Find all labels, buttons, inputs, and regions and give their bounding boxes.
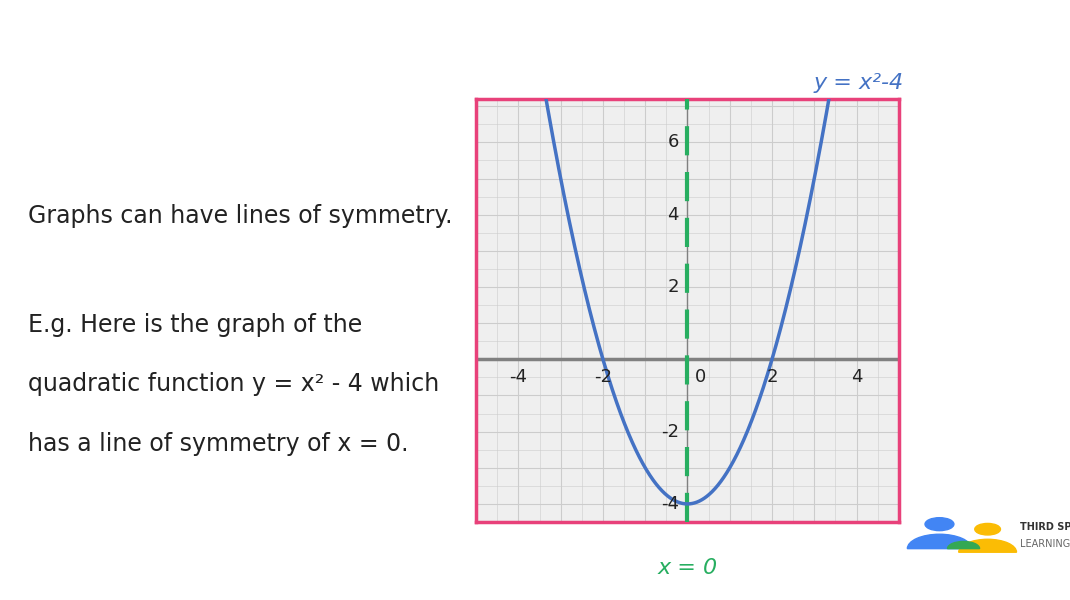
Text: -4: -4 <box>509 368 528 386</box>
Text: E.g. Here is the graph of the: E.g. Here is the graph of the <box>28 313 363 337</box>
Text: 2: 2 <box>766 368 778 386</box>
Text: y = x²-4: y = x²-4 <box>814 73 904 93</box>
Circle shape <box>975 523 1000 535</box>
Text: x = 0: x = 0 <box>657 558 718 578</box>
Text: -2: -2 <box>594 368 612 386</box>
Wedge shape <box>959 539 1016 552</box>
Text: THIRD SPACE: THIRD SPACE <box>1020 522 1070 532</box>
Text: 0: 0 <box>696 368 706 386</box>
Text: Graphs can have lines of symmetry.: Graphs can have lines of symmetry. <box>28 204 453 228</box>
Wedge shape <box>948 541 980 548</box>
Circle shape <box>924 518 954 530</box>
Text: 4: 4 <box>668 206 679 224</box>
Text: 2: 2 <box>668 278 679 296</box>
Text: quadratic function y = x² - 4 which: quadratic function y = x² - 4 which <box>28 372 440 396</box>
Wedge shape <box>907 534 972 548</box>
Text: 4: 4 <box>851 368 862 386</box>
Text: LEARNING: LEARNING <box>1020 539 1070 548</box>
Text: has a line of symmetry of x = 0.: has a line of symmetry of x = 0. <box>28 432 409 456</box>
Text: Lines of symmetry: Lines of symmetry <box>27 32 519 77</box>
Text: -4: -4 <box>661 495 679 513</box>
Text: -2: -2 <box>661 422 679 440</box>
Text: 6: 6 <box>668 133 679 151</box>
